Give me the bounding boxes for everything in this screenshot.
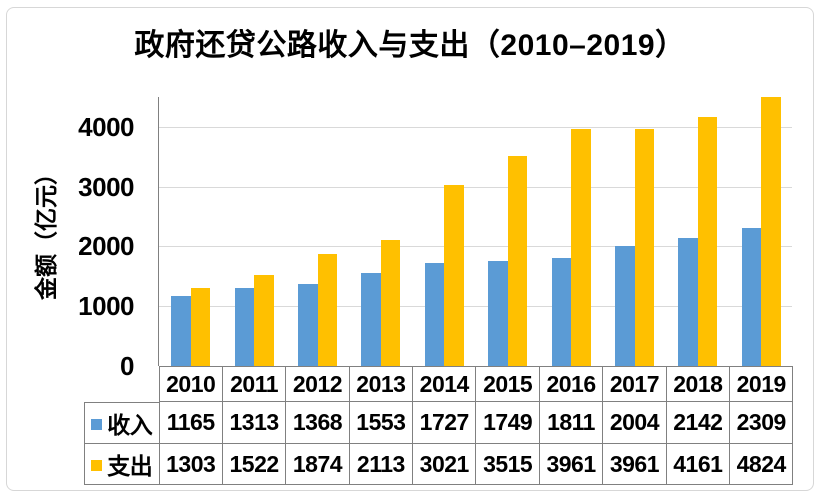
- bar-expense-2010: [190, 288, 211, 366]
- expense-value-2017: 3961: [603, 444, 667, 485]
- income-value-2012: 1368: [286, 402, 350, 444]
- bar-income-2016: [551, 257, 572, 366]
- y-tick-label-4000: 4000: [78, 111, 134, 142]
- bar-income-2010: [171, 296, 191, 366]
- y-tick-label-3000: 3000: [78, 171, 134, 202]
- year-label-2019: 2019: [730, 366, 794, 402]
- expense-value-2011: 1522: [222, 444, 287, 485]
- bar-expense-2011: [254, 275, 274, 366]
- bar-income-2018: [678, 237, 698, 366]
- bar-expense-2015: [507, 155, 528, 366]
- income-value-2016: 1811: [539, 402, 604, 444]
- legend-label-income: 收入: [107, 412, 153, 438]
- legend-label-expense: 支出: [107, 453, 153, 479]
- bar-income-2014: [424, 262, 445, 366]
- expense-value-2012: 1874: [286, 444, 350, 485]
- bar-expense-2018: [697, 117, 718, 366]
- chart-frame: [6, 7, 814, 491]
- bar-income-2012: [298, 284, 318, 366]
- expense-value-2016: 3961: [539, 444, 604, 485]
- income-value-2013: 1553: [349, 402, 414, 444]
- bar-expense-2014: [444, 185, 464, 366]
- legend-income: 收入: [84, 402, 160, 444]
- y-tick-label-1000: 1000: [78, 291, 134, 322]
- year-label-2015: 2015: [476, 366, 540, 402]
- legend-expense: 支出: [84, 444, 160, 485]
- year-label-2012: 2012: [286, 366, 350, 402]
- bar-expense-2017: [634, 129, 654, 366]
- year-label-2018: 2018: [666, 366, 731, 402]
- bar-income-2019: [741, 227, 762, 366]
- expense-value-2010: 1303: [159, 444, 223, 485]
- plot-area: [158, 97, 794, 366]
- year-label-2010: 2010: [159, 366, 223, 402]
- bar-income-2013: [361, 273, 381, 366]
- bar-income-2017: [615, 246, 635, 366]
- income-value-2019: 2309: [730, 402, 794, 444]
- income-value-2017: 2004: [603, 402, 667, 444]
- expense-value-2015: 3515: [476, 444, 540, 485]
- bar-expense-2013: [380, 239, 401, 366]
- y-tick-label-0: 0: [120, 351, 134, 381]
- income-value-2010: 1165: [159, 402, 223, 444]
- expense-value-2018: 4161: [666, 444, 731, 485]
- legend-swatch-expense-icon: [91, 459, 103, 471]
- gridline-3000: [159, 186, 792, 188]
- income-value-2011: 1313: [222, 402, 287, 444]
- bar-expense-2012: [317, 253, 337, 366]
- data-table: 2010 2011 2012 2013 2014 2015 2016 2017 2018 2019…: [84, 366, 794, 485]
- year-label-2017: 2017: [603, 366, 667, 402]
- bar-expense-2019: [761, 97, 781, 366]
- year-label-2011: 2011: [222, 366, 287, 402]
- expense-value-2019: 4824: [730, 444, 794, 485]
- chart-title: 政府还贷公路收入与支出（2010–2019）: [134, 29, 686, 62]
- year-label-2014: 2014: [413, 366, 477, 402]
- table-corner-spacer: [84, 366, 160, 402]
- bar-expense-2016: [571, 129, 591, 366]
- income-value-2018: 2142: [666, 402, 731, 444]
- income-value-2014: 1727: [413, 402, 477, 444]
- income-value-2015: 1749: [476, 402, 540, 444]
- year-label-2013: 2013: [349, 366, 414, 402]
- gridline-1000: [159, 306, 792, 308]
- bar-income-2015: [488, 261, 508, 366]
- expense-value-2014: 3021: [413, 444, 477, 485]
- bar-income-2011: [234, 287, 255, 366]
- y-tick-label-2000: 2000: [78, 231, 134, 262]
- legend-swatch-income-icon: [91, 418, 103, 430]
- gridline-2000: [159, 246, 792, 248]
- year-label-2016: 2016: [539, 366, 604, 402]
- gridline-4000: [159, 126, 792, 128]
- expense-value-2013: 2113: [349, 444, 414, 485]
